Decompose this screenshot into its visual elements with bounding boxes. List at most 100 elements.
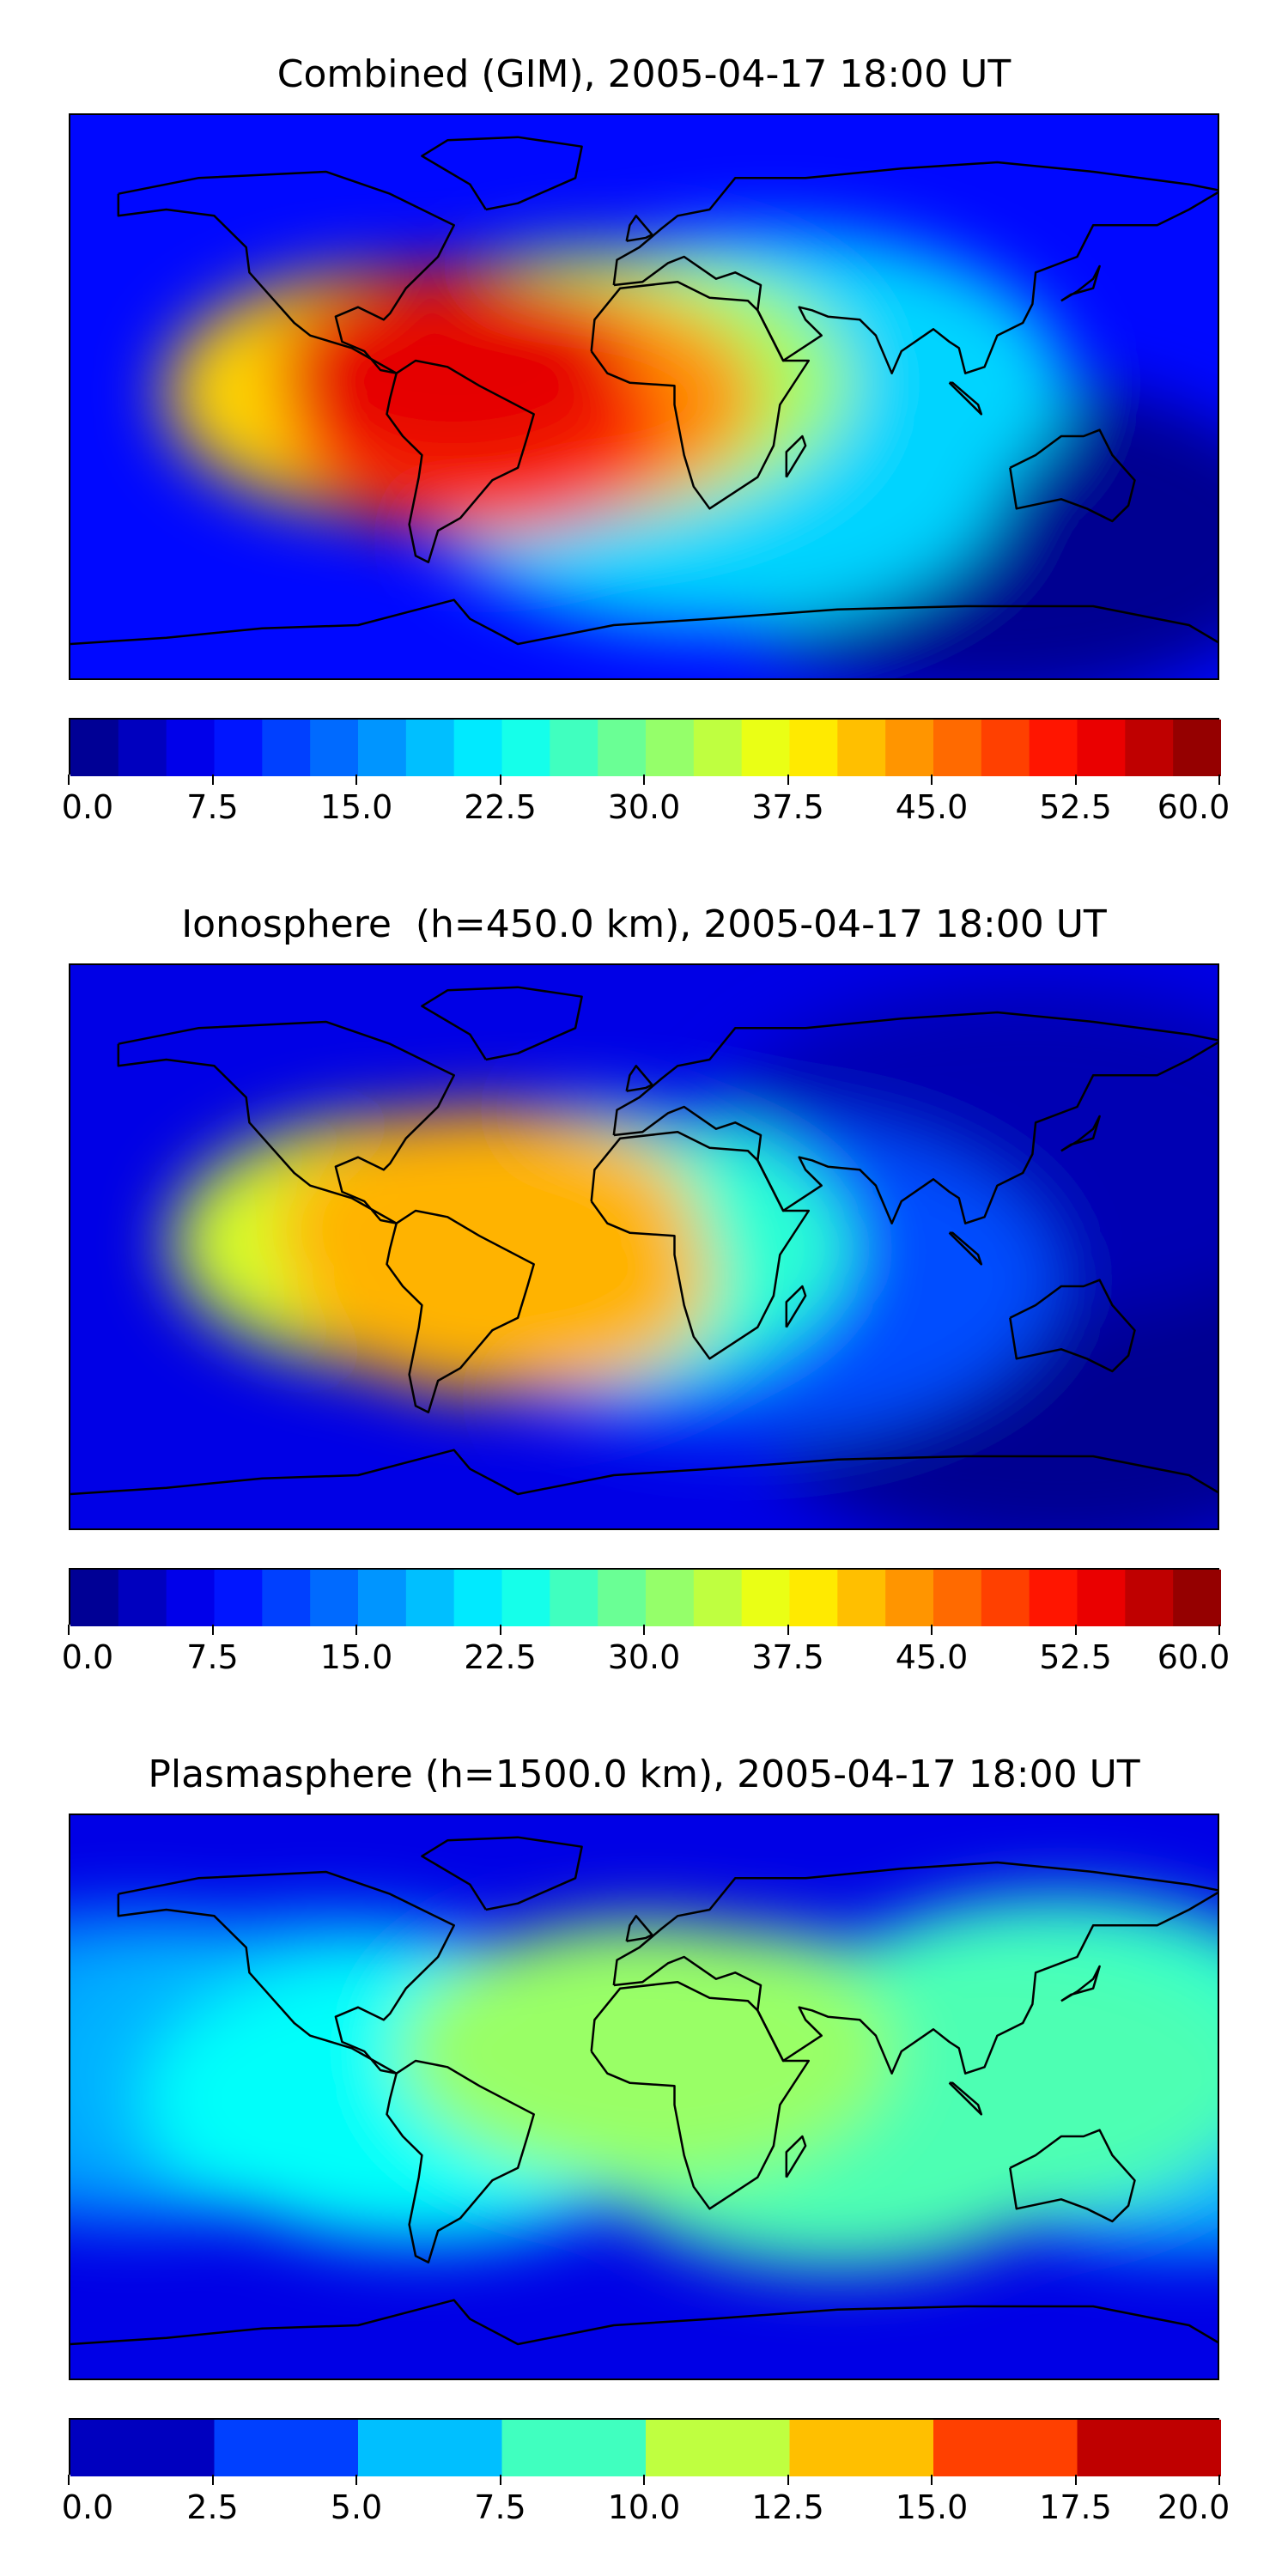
colorbar-bin	[598, 720, 647, 776]
colorbar	[69, 718, 1221, 776]
colorbar-tick	[1074, 2475, 1077, 2485]
colorbar-tick	[787, 2475, 789, 2485]
colorbar-tick	[499, 1625, 501, 1635]
coastline	[625, 1915, 653, 1942]
colorbar-bin	[1029, 1570, 1078, 1626]
tec-map	[69, 963, 1219, 1530]
colorbar-tick-label: 22.5	[464, 788, 537, 826]
colorbar-bin	[214, 720, 263, 776]
colorbar-tick-label: 52.5	[1039, 1638, 1112, 1676]
colorbar-ticks: 0.0 7.5 15.0 22.5 30.0 37.5 45.0 52.5 60.0	[62, 775, 1230, 826]
heatmap-plot	[70, 115, 1218, 678]
tec-feature	[276, 267, 631, 466]
colorbar-tick	[931, 775, 933, 785]
colorbar-bin	[1077, 2420, 1221, 2476]
colorbar-bin	[933, 720, 982, 776]
coastline	[421, 1836, 583, 1911]
colorbar-tick	[931, 2475, 933, 2485]
colorbar-swatches	[70, 720, 1221, 776]
coastline	[590, 1131, 811, 1360]
coastline	[386, 359, 535, 563]
colorbar-bin	[693, 720, 743, 776]
colorbar-bin	[1125, 720, 1174, 776]
colorbar-bin	[262, 1570, 311, 1626]
colorbar-tick-label: 0.0	[61, 788, 114, 826]
colorbar-tick-label: 17.5	[1039, 2488, 1112, 2526]
colorbar-tick	[1074, 775, 1077, 785]
colorbar-bin	[598, 1570, 647, 1626]
colorbar-bin	[1173, 1570, 1221, 1626]
colorbar-tick-label: 15.0	[319, 788, 393, 826]
heatmap-plot	[70, 965, 1218, 1528]
colorbar-tick-label: 7.5	[474, 2488, 526, 2526]
colorbar-bin	[501, 1570, 550, 1626]
colorbar-bin	[501, 720, 550, 776]
colorbar-tick-label: 5.0	[330, 2488, 383, 2526]
colorbar-tick	[68, 775, 70, 785]
colorbar-tick-label: 7.5	[186, 788, 239, 826]
colorbar-tick	[1074, 1625, 1077, 1635]
colorbar	[69, 2418, 1221, 2476]
colorbar-bin	[358, 2420, 503, 2476]
colorbar-tick	[643, 1625, 645, 1635]
colorbar-tick-label: 45.0	[895, 1638, 969, 1676]
colorbar-bin	[981, 1570, 1030, 1626]
colorbar-bin	[358, 720, 407, 776]
colorbar-bin	[118, 1570, 167, 1626]
colorbar-bin	[550, 720, 598, 776]
colorbar-swatches	[70, 1570, 1221, 1626]
coastline	[625, 1065, 653, 1092]
coastline	[117, 170, 455, 374]
coastline	[612, 1861, 1218, 2075]
coastline	[1009, 2129, 1136, 2223]
colorbar-bin	[646, 1570, 695, 1626]
colorbar-bin	[550, 1570, 598, 1626]
colorbar-bin	[1077, 1570, 1126, 1626]
colorbar-bin	[310, 720, 359, 776]
colorbar-tick	[211, 1625, 214, 1635]
coastlines	[70, 1836, 1218, 2346]
colorbar-tick	[1218, 1625, 1220, 1635]
colorbar-tick	[211, 2475, 214, 2485]
colorbar-bin	[789, 2420, 934, 2476]
colorbar-bin	[405, 1570, 455, 1626]
coastline	[70, 598, 1218, 646]
colorbar-bin	[741, 720, 791, 776]
coastline	[386, 2059, 535, 2263]
colorbar-bin	[885, 1570, 934, 1626]
colorbar-tick-label: 20.0	[1157, 2488, 1230, 2526]
coastline	[612, 161, 1218, 374]
colorbar-bin	[262, 720, 311, 776]
colorbar-ticks: 0.0 7.5 15.0 22.5 30.0 37.5 45.0 52.5 60.0	[62, 1625, 1230, 1676]
colorbar-tick-label: 45.0	[895, 788, 969, 826]
coastline	[117, 1870, 455, 2075]
coastline	[590, 281, 811, 510]
colorbar-bin	[501, 2420, 647, 2476]
coastline	[948, 381, 983, 416]
colorbar-bin	[885, 720, 934, 776]
coastline	[590, 1981, 811, 2210]
colorbar-swatches	[70, 2420, 1221, 2476]
colorbar-bin	[837, 1570, 886, 1626]
colorbar-tick	[68, 2475, 70, 2485]
colorbar-tick	[355, 1625, 357, 1635]
colorbar-ticks: 0.0 2.5 5.0 7.5 10.0 12.5 15.0 17.5 20.0	[62, 2475, 1230, 2526]
colorbar-tick	[1218, 775, 1220, 785]
colorbar-tick-label: 60.0	[1157, 788, 1230, 826]
colorbar-bin	[981, 720, 1030, 776]
colorbar-tick-label: 37.5	[751, 1638, 824, 1676]
colorbar-bin	[646, 2420, 791, 2476]
heatmap-plot	[70, 1815, 1218, 2379]
colorbar-bin	[693, 1570, 743, 1626]
colorbar-tick	[355, 2475, 357, 2485]
coastline	[1009, 1279, 1136, 1373]
colorbar-tick-label: 15.0	[319, 1638, 393, 1676]
tec-map	[69, 1814, 1219, 2380]
coastline	[948, 2081, 983, 2116]
colorbar-bin	[646, 720, 695, 776]
colorbar-bin	[789, 1570, 838, 1626]
colorbar-tick	[643, 2475, 645, 2485]
colorbar-tick	[355, 775, 357, 785]
colorbar-bin	[453, 1570, 503, 1626]
colorbar-tick-label: 7.5	[186, 1638, 239, 1676]
